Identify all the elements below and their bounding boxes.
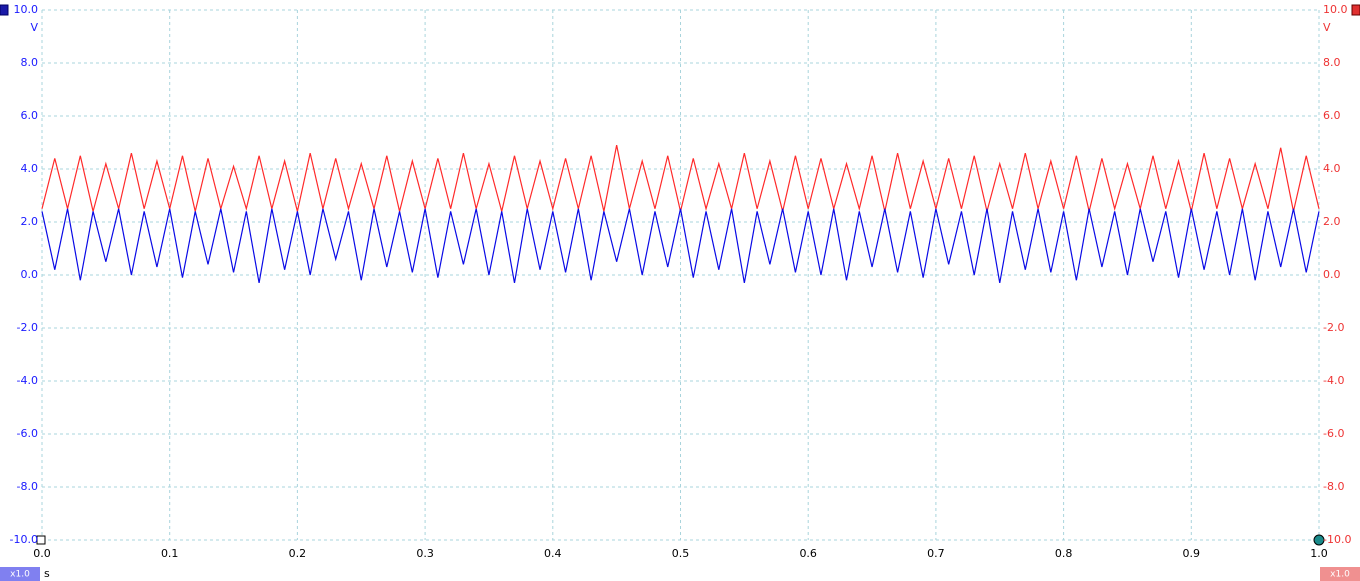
y-tick-label: -2.0 xyxy=(17,321,38,334)
y-tick-label: 2.0 xyxy=(21,215,39,228)
x-tick-label: 0.2 xyxy=(289,547,307,560)
y-tick-label: -4.0 xyxy=(17,374,38,387)
x-tick-label: 0.9 xyxy=(1183,547,1201,560)
left-badge-bg[interactable] xyxy=(0,567,40,581)
x-tick-label: 0.8 xyxy=(1055,547,1073,560)
y2-tick-label: -2.0 xyxy=(1323,321,1344,334)
left-badge[interactable]: x1.0 xyxy=(10,570,30,580)
y2-tick-label: 6.0 xyxy=(1323,109,1341,122)
y-tick-label: -8.0 xyxy=(17,480,38,493)
y-tick-label: -10.0 xyxy=(10,533,38,546)
y2-tick-label: -6.0 xyxy=(1323,427,1344,440)
y-unit: V xyxy=(30,21,38,34)
x-tick-label: 0.7 xyxy=(927,547,945,560)
x-tick-label: 1.0 xyxy=(1310,547,1328,560)
x-tick-label: 0.3 xyxy=(416,547,434,560)
ruler-handle[interactable] xyxy=(1313,534,1325,546)
y-tick-label: 0.0 xyxy=(21,268,39,281)
x-tick-label: 0.0 xyxy=(33,547,51,560)
y2-tick-label: 4.0 xyxy=(1323,162,1341,175)
y2-tick-label: 2.0 xyxy=(1323,215,1341,228)
y2-tick-label: 8.0 xyxy=(1323,56,1341,69)
y2-tick-label: 0.0 xyxy=(1323,268,1341,281)
x-tick-label: 0.4 xyxy=(544,547,562,560)
grid xyxy=(41,9,1320,541)
y2-tick-label: -4.0 xyxy=(1323,374,1344,387)
right-badge[interactable]: x1.0 xyxy=(1330,570,1350,580)
y-tick-label: 6.0 xyxy=(21,109,39,122)
y2-tick-label: -10.0 xyxy=(1323,533,1351,546)
y-tick-label: 4.0 xyxy=(21,162,39,175)
trace xyxy=(41,208,1320,284)
x-tick-label: 0.1 xyxy=(161,547,179,560)
x-tick-label: 0.6 xyxy=(799,547,817,560)
y-tick-label: 10.0 xyxy=(14,3,39,16)
y-tick-label: -6.0 xyxy=(17,427,38,440)
y2-unit: V xyxy=(1323,21,1331,34)
y2-tick-label: -8.0 xyxy=(1323,480,1344,493)
traces xyxy=(41,145,1320,284)
right-badge-bg[interactable] xyxy=(1320,567,1360,581)
right-channel-icon xyxy=(1351,4,1360,16)
trigger-marker[interactable] xyxy=(36,535,46,545)
y-tick-label: 8.0 xyxy=(21,56,39,69)
x-tick-label: 0.5 xyxy=(672,547,690,560)
left-channel-icon xyxy=(0,4,9,16)
y2-tick-label: 10.0 xyxy=(1323,3,1348,16)
x-unit: s xyxy=(44,567,50,580)
